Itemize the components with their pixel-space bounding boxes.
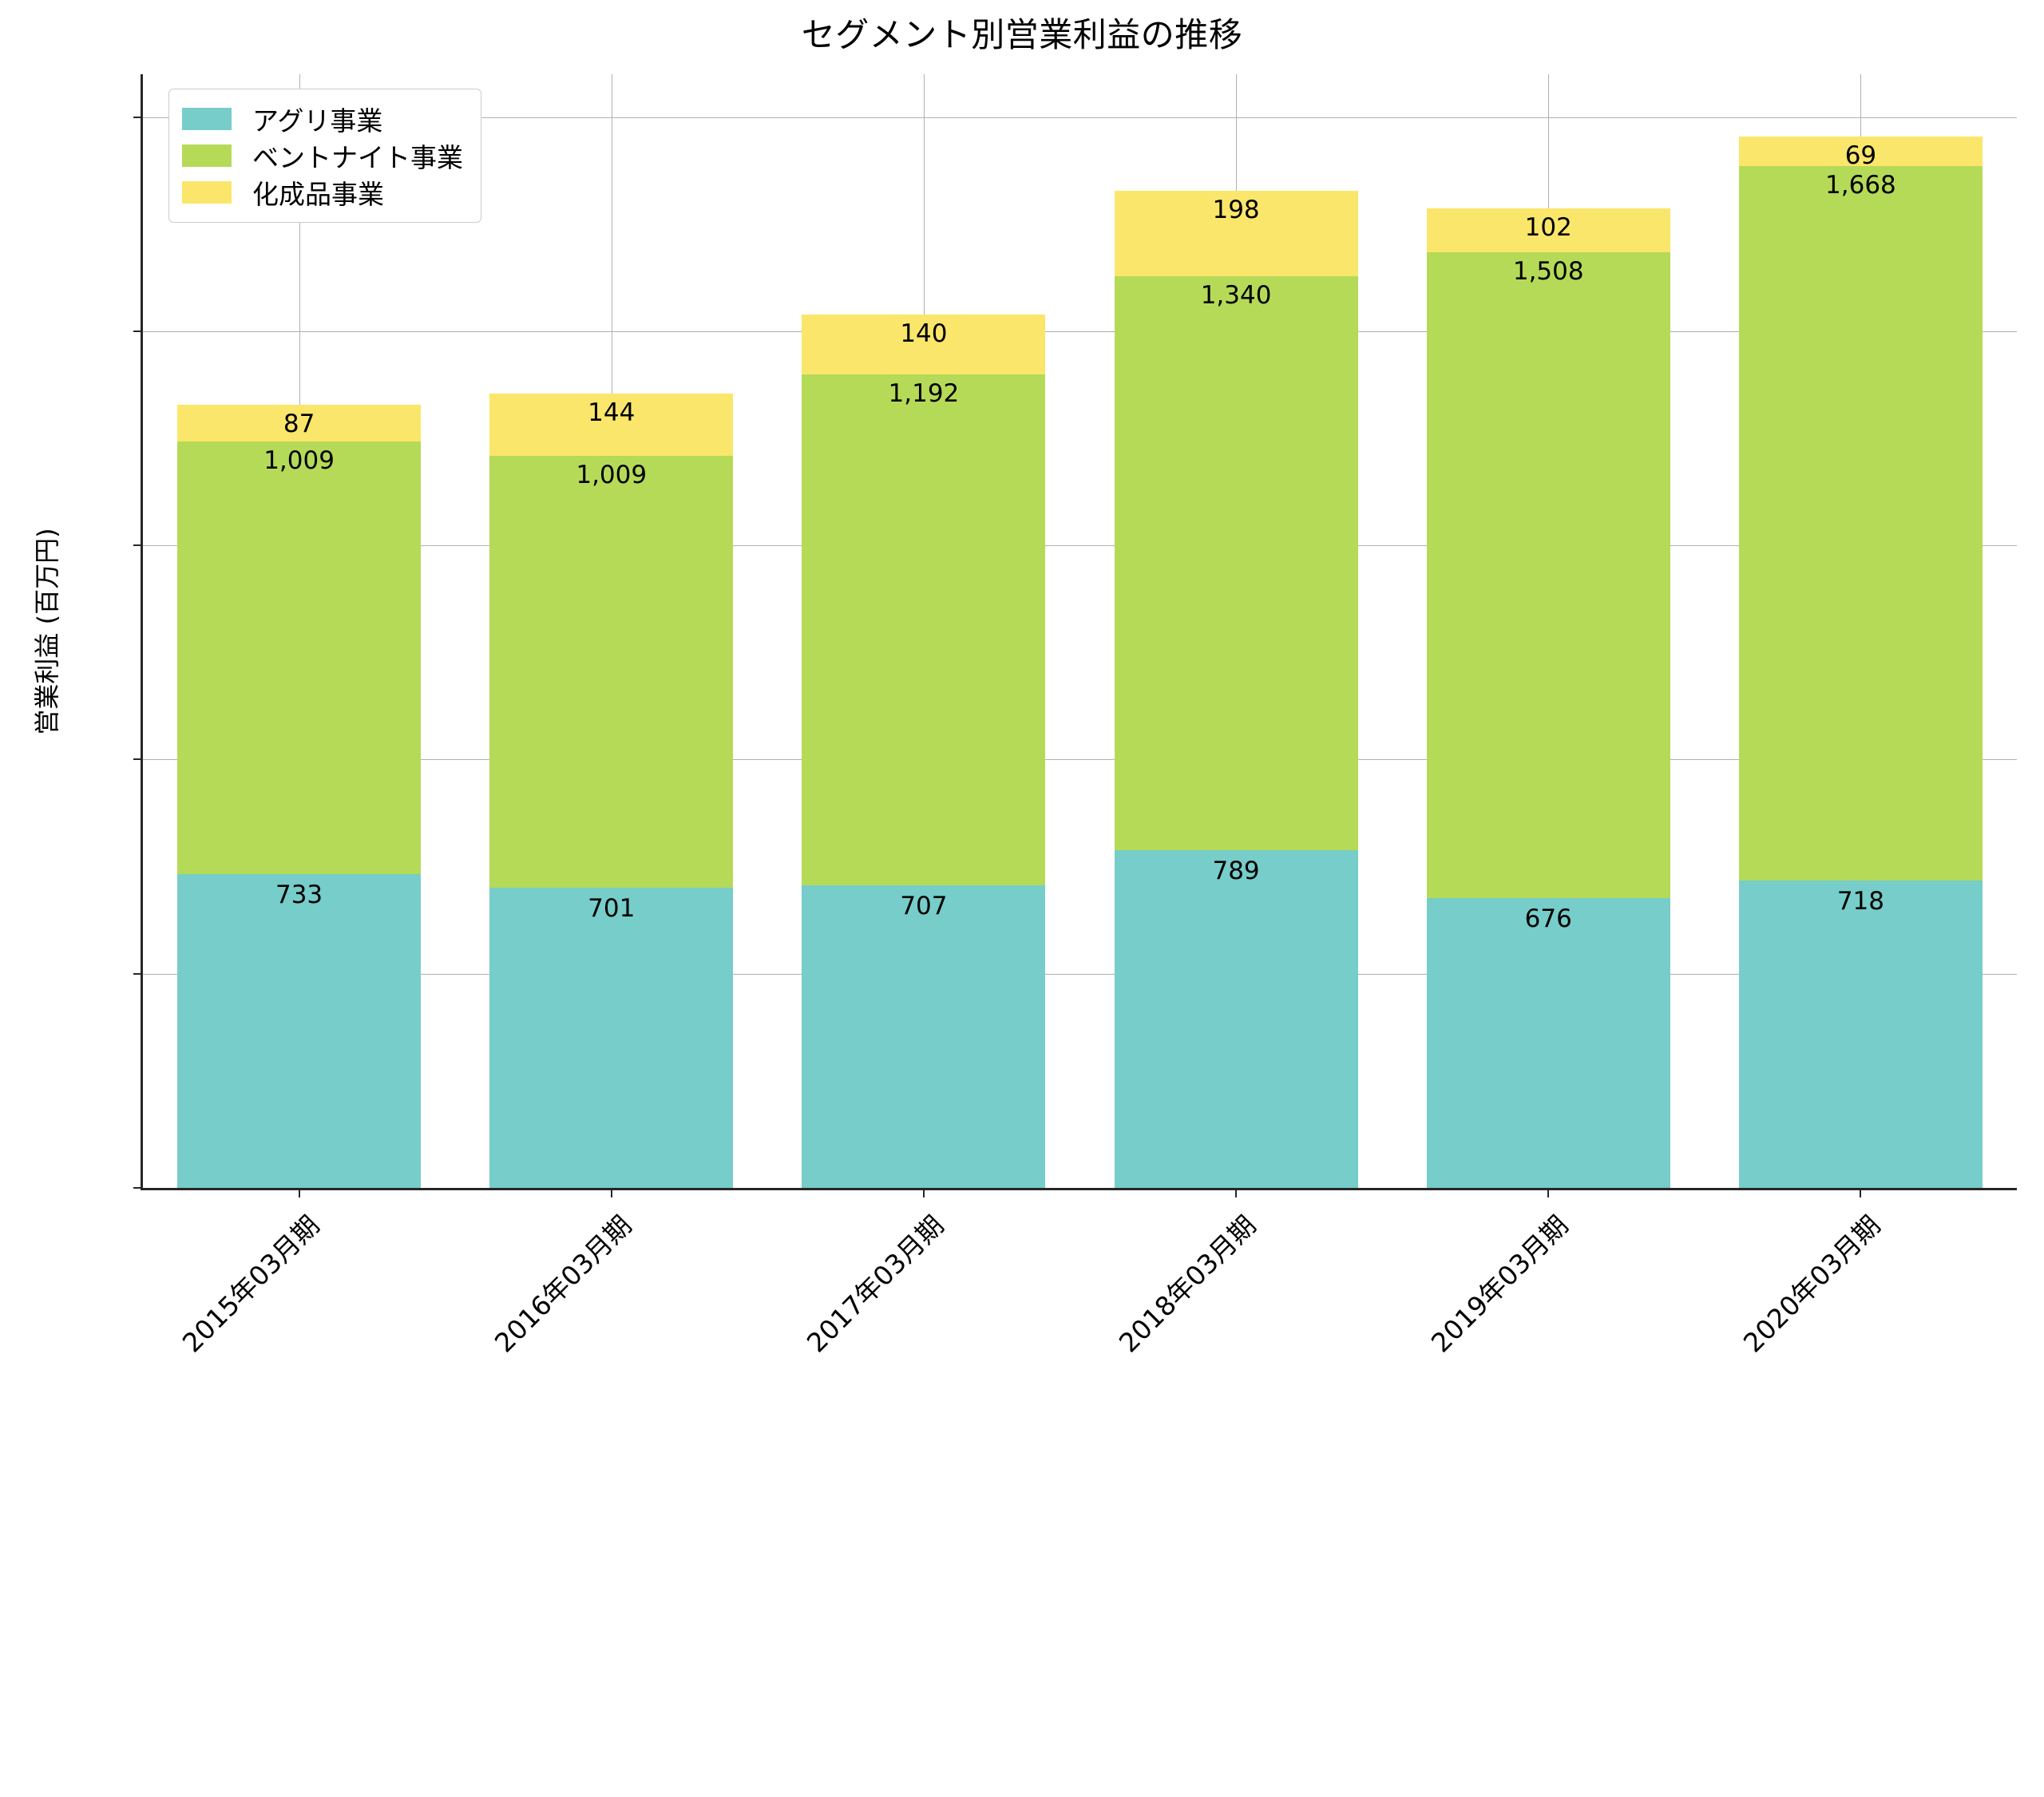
- bar-value-label: 1,009: [576, 460, 648, 489]
- bar-segment[interactable]: [802, 374, 1046, 885]
- x-axis-tick-label: 2019年03月期: [1425, 1209, 1575, 1359]
- x-axis-tick-mark: [1235, 1188, 1238, 1197]
- bar-value-label: 198: [1212, 196, 1260, 225]
- gridline-horizontal: [143, 545, 2017, 547]
- bar-group[interactable]: 701 1,009 144: [489, 74, 734, 1188]
- bar-segment[interactable]: [489, 394, 734, 456]
- y-axis-tick-mark: [133, 544, 143, 547]
- bar-segment[interactable]: [1426, 208, 1670, 253]
- bar-segment[interactable]: [802, 885, 1046, 1188]
- y-axis-label: 営業利益 (百万円): [32, 527, 62, 735]
- x-axis-tick-label: 2020年03月期: [1737, 1209, 1887, 1359]
- bar-segment[interactable]: [1114, 849, 1358, 1188]
- bar-value-label: 733: [275, 880, 323, 909]
- bar-value-label: 102: [1524, 213, 1572, 243]
- gridline-horizontal: [143, 331, 2017, 332]
- bar-segment[interactable]: [489, 455, 734, 888]
- bars-layer: 733 1,009 87 701 1,009 144 707 1,192 140 789 1,340…: [143, 74, 2017, 1188]
- bar-group[interactable]: 733 1,009 87: [177, 74, 422, 1188]
- x-axis-tick-label: 2015年03月期: [176, 1209, 326, 1359]
- gridline-horizontal: [143, 973, 2017, 975]
- y-axis-tick-mark: [133, 116, 143, 118]
- bar-segment[interactable]: [1738, 136, 1983, 166]
- bar-value-label: 69: [1844, 141, 1877, 170]
- y-axis-tick-mark: [133, 972, 143, 975]
- bar-group[interactable]: 707 1,192 140: [802, 74, 1046, 1188]
- bar-value-label: 1,668: [1825, 170, 1896, 200]
- bar-group[interactable]: 718 1,668 69: [1738, 74, 1983, 1188]
- x-axis-tick-mark: [922, 1188, 925, 1197]
- bar-value-label: 789: [1212, 856, 1260, 885]
- bar-value-label: 1,192: [888, 379, 960, 409]
- chart-legend: アグリ事業ベントナイト事業 化成品事業: [168, 89, 481, 223]
- bar-value-label: 701: [588, 893, 636, 923]
- y-axis-tick-mark: [133, 758, 143, 761]
- x-axis-tick-label: 2016年03月期: [488, 1209, 638, 1359]
- bar-segment[interactable]: [1738, 165, 1983, 881]
- chart-title: セグメント別営業利益の推移: [801, 15, 1243, 54]
- bar-segment[interactable]: [1114, 191, 1358, 276]
- x-axis-tick-mark: [298, 1188, 300, 1197]
- y-axis-tick-mark: [133, 330, 143, 332]
- legend-swatch: [182, 144, 232, 167]
- bar-value-label: 707: [900, 891, 948, 920]
- gridline-horizontal: [143, 117, 2017, 118]
- legend-swatch: [182, 108, 232, 130]
- x-axis-tick-mark: [610, 1188, 612, 1197]
- bar-segment[interactable]: [1426, 252, 1670, 899]
- bar-segment[interactable]: [177, 404, 422, 442]
- bar-value-label: 140: [900, 319, 948, 348]
- x-axis-tick-mark: [1547, 1188, 1550, 1197]
- x-axis-tick-label: 2018年03月期: [1112, 1209, 1262, 1359]
- bar-value-label: 144: [588, 398, 636, 428]
- bar-segment[interactable]: [1738, 880, 1983, 1188]
- bar-value-label: 718: [1836, 886, 1884, 916]
- y-axis-tick-mark: [133, 1187, 143, 1189]
- bar-value-label: 1,009: [263, 446, 335, 476]
- bar-segment[interactable]: [802, 314, 1046, 375]
- bar-segment[interactable]: [1114, 275, 1358, 850]
- legend-item[interactable]: 化成品事業: [182, 174, 463, 211]
- bar-segment[interactable]: [1426, 898, 1670, 1188]
- legend-label: アグリ事業: [252, 105, 383, 137]
- bar-value-label: 676: [1524, 904, 1572, 934]
- bar-segment[interactable]: [489, 887, 734, 1188]
- plot-area: 733 1,009 87 701 1,009 144 707 1,192 140 789 1,340…: [32, 74, 2017, 1359]
- gridline-horizontal: [143, 759, 2017, 761]
- bar-group[interactable]: 676 1,508 102: [1426, 74, 1670, 1188]
- legend-item[interactable]: ベントナイト事業: [182, 137, 463, 174]
- bar-group[interactable]: 789 1,340 198: [1114, 74, 1358, 1188]
- legend-label: ベントナイト事業: [252, 142, 463, 173]
- legend-swatch: [182, 181, 232, 204]
- legend-item[interactable]: アグリ事業: [182, 101, 463, 137]
- bar-segment[interactable]: [177, 441, 422, 874]
- bar-value-label: 87: [283, 409, 315, 438]
- bar-value-label: 1,340: [1200, 280, 1272, 310]
- x-axis-tick-mark: [1860, 1188, 1862, 1197]
- bar-segment[interactable]: [177, 873, 422, 1188]
- x-axis-tick-label: 2017年03月期: [800, 1209, 950, 1359]
- bar-value-label: 1,508: [1512, 257, 1584, 287]
- legend-label: 化成品事業: [252, 179, 384, 210]
- chart-figure: セグメント別営業利益の推移 733 1,009 87 701 1,009 144 707 1,…: [32, 15, 2017, 1359]
